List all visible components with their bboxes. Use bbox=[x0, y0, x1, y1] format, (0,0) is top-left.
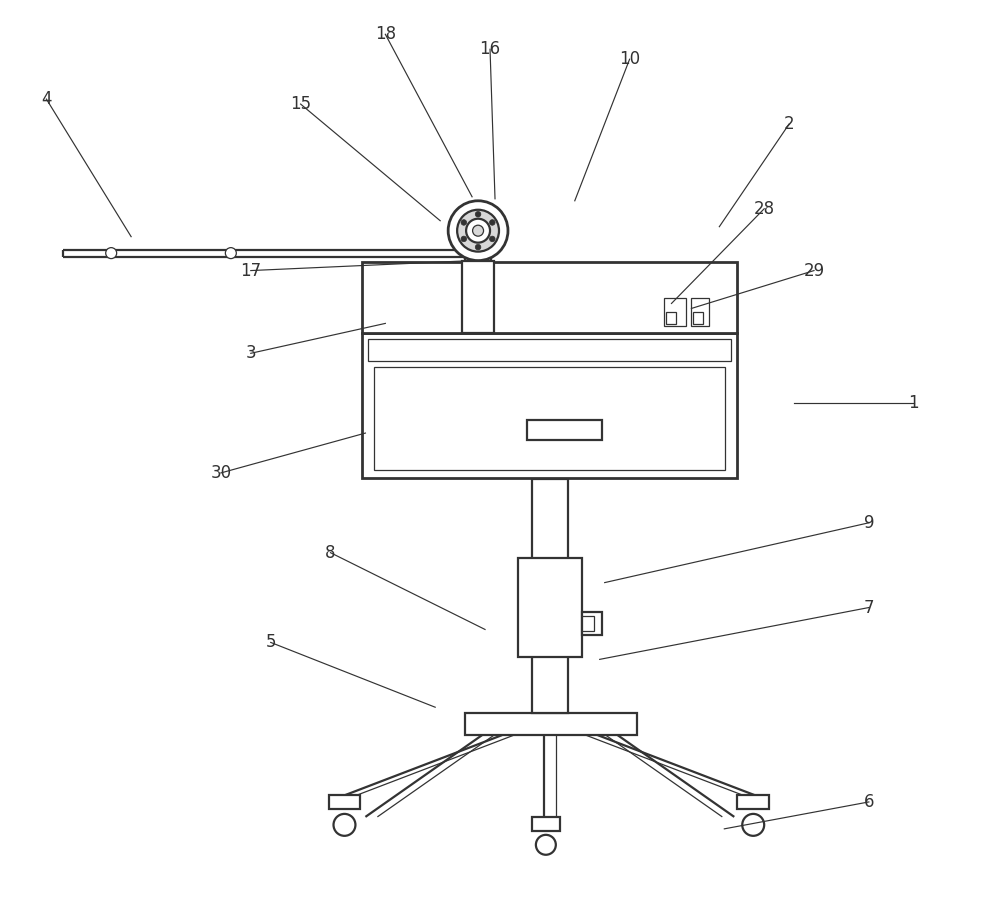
Bar bbox=[582, 611, 602, 636]
Text: 5: 5 bbox=[265, 634, 276, 651]
Circle shape bbox=[457, 210, 499, 252]
Bar bbox=[664, 299, 686, 326]
Bar bbox=[518, 558, 582, 657]
Bar bbox=[465, 231, 491, 261]
Text: 29: 29 bbox=[803, 262, 825, 280]
Bar bbox=[737, 794, 769, 809]
Text: 3: 3 bbox=[245, 344, 256, 362]
Bar bbox=[532, 817, 560, 831]
Text: 1: 1 bbox=[908, 394, 919, 412]
Circle shape bbox=[461, 220, 467, 225]
Text: 10: 10 bbox=[619, 50, 640, 68]
Circle shape bbox=[448, 201, 508, 261]
Bar bbox=[362, 333, 737, 478]
Bar bbox=[329, 794, 360, 809]
Bar bbox=[691, 299, 709, 326]
Bar bbox=[532, 479, 568, 713]
Circle shape bbox=[461, 236, 467, 242]
Bar bbox=[374, 367, 725, 470]
Bar bbox=[362, 262, 737, 333]
Bar bbox=[527, 420, 602, 440]
Circle shape bbox=[473, 225, 484, 236]
Bar bbox=[582, 616, 594, 631]
Text: 30: 30 bbox=[210, 464, 231, 482]
Text: 18: 18 bbox=[375, 25, 396, 44]
Circle shape bbox=[475, 244, 481, 250]
Text: 8: 8 bbox=[325, 544, 336, 562]
Circle shape bbox=[106, 248, 117, 259]
Text: 9: 9 bbox=[864, 514, 874, 532]
Circle shape bbox=[742, 814, 764, 836]
Circle shape bbox=[466, 219, 490, 242]
Circle shape bbox=[475, 212, 481, 217]
Circle shape bbox=[490, 220, 495, 225]
Text: 28: 28 bbox=[754, 200, 775, 218]
Text: 16: 16 bbox=[479, 40, 501, 58]
Bar bbox=[693, 312, 703, 324]
Text: 4: 4 bbox=[41, 90, 52, 108]
Bar bbox=[462, 261, 494, 333]
Bar bbox=[465, 713, 637, 735]
Text: 7: 7 bbox=[864, 598, 874, 617]
Text: 2: 2 bbox=[784, 115, 794, 133]
Text: 15: 15 bbox=[290, 95, 311, 114]
Bar bbox=[368, 340, 731, 361]
Circle shape bbox=[490, 236, 495, 242]
Circle shape bbox=[334, 814, 355, 836]
Circle shape bbox=[536, 834, 556, 854]
Text: 17: 17 bbox=[240, 262, 261, 280]
Bar bbox=[666, 312, 676, 324]
Text: 6: 6 bbox=[864, 793, 874, 811]
Circle shape bbox=[225, 248, 236, 259]
